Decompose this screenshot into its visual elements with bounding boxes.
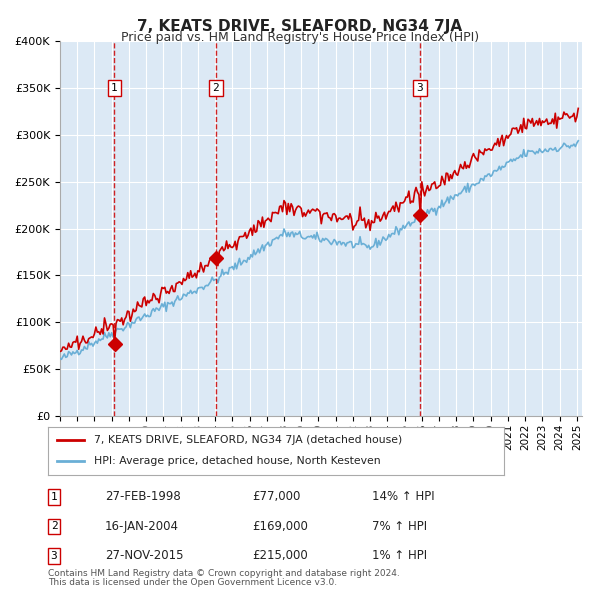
Text: 7% ↑ HPI: 7% ↑ HPI <box>372 520 427 533</box>
Text: 1: 1 <box>50 492 58 502</box>
Text: 3: 3 <box>416 83 424 93</box>
Text: 7, KEATS DRIVE, SLEAFORD, NG34 7JA (detached house): 7, KEATS DRIVE, SLEAFORD, NG34 7JA (deta… <box>94 435 402 445</box>
Text: This data is licensed under the Open Government Licence v3.0.: This data is licensed under the Open Gov… <box>48 578 337 587</box>
Text: 16-JAN-2004: 16-JAN-2004 <box>105 520 179 533</box>
Text: Contains HM Land Registry data © Crown copyright and database right 2024.: Contains HM Land Registry data © Crown c… <box>48 569 400 578</box>
Text: £169,000: £169,000 <box>252 520 308 533</box>
Text: 1% ↑ HPI: 1% ↑ HPI <box>372 549 427 562</box>
Text: 27-NOV-2015: 27-NOV-2015 <box>105 549 184 562</box>
Text: 2: 2 <box>212 83 219 93</box>
Text: £215,000: £215,000 <box>252 549 308 562</box>
Text: 7, KEATS DRIVE, SLEAFORD, NG34 7JA: 7, KEATS DRIVE, SLEAFORD, NG34 7JA <box>137 19 463 34</box>
Text: 27-FEB-1998: 27-FEB-1998 <box>105 490 181 503</box>
Text: 14% ↑ HPI: 14% ↑ HPI <box>372 490 434 503</box>
Text: 1: 1 <box>111 83 118 93</box>
Text: Price paid vs. HM Land Registry's House Price Index (HPI): Price paid vs. HM Land Registry's House … <box>121 31 479 44</box>
Text: HPI: Average price, detached house, North Kesteven: HPI: Average price, detached house, Nort… <box>94 457 380 467</box>
Text: £77,000: £77,000 <box>252 490 301 503</box>
Text: 2: 2 <box>50 522 58 531</box>
Text: 3: 3 <box>50 551 58 560</box>
